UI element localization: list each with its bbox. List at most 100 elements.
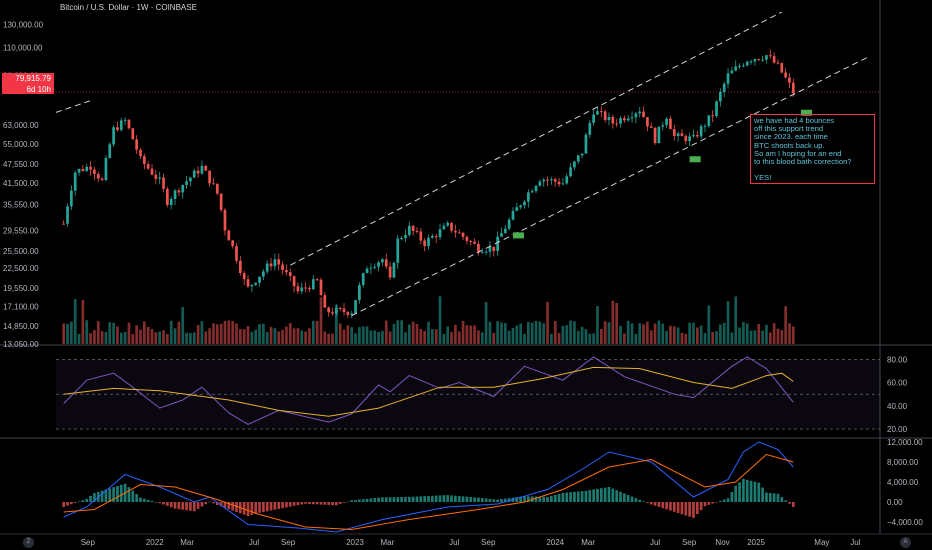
candle-body — [285, 269, 288, 273]
candle-body — [576, 155, 580, 162]
macd-histogram-bar — [454, 495, 457, 502]
candle-body — [427, 237, 430, 247]
volume-bar — [703, 333, 707, 344]
candle-body — [454, 230, 457, 233]
candle-body — [527, 192, 530, 202]
candle-body — [93, 169, 96, 175]
macd-histogram-bar — [734, 485, 738, 502]
macd-histogram-bar — [722, 499, 726, 502]
macd-histogram-bar — [665, 502, 668, 510]
macd-histogram-bar — [369, 498, 373, 502]
candle-body — [104, 157, 108, 181]
candle-body — [258, 276, 261, 283]
volume-bar — [446, 326, 450, 344]
macd-histogram-bar — [166, 502, 169, 506]
candle-body — [204, 165, 208, 171]
time-axis-label: Sep — [682, 538, 697, 547]
volume-bar — [503, 322, 507, 344]
candle-body — [135, 139, 138, 150]
macd-histogram-bar — [603, 487, 607, 502]
macd-histogram-bar — [738, 482, 741, 502]
candle-body — [231, 240, 234, 247]
candle-body — [669, 118, 672, 130]
candle-body — [119, 120, 123, 131]
candle-body — [649, 126, 653, 128]
volume-bar — [338, 323, 342, 344]
volume-bar — [669, 325, 672, 344]
candle-body — [81, 169, 85, 172]
macd-histogram-bar — [465, 496, 469, 502]
volume-bar — [745, 323, 749, 344]
volume-bar — [423, 330, 427, 344]
candle-body — [262, 271, 265, 277]
volume-bar — [672, 326, 676, 344]
macd-histogram-bar — [296, 502, 300, 506]
volume-bar — [166, 333, 169, 344]
macd-tick-label: 0.00 — [887, 498, 903, 507]
candle-body — [158, 177, 162, 179]
macd-histogram-bar — [450, 495, 453, 502]
macd-histogram-bar — [112, 487, 115, 502]
time-axis-label: 2022 — [146, 538, 164, 547]
volume-bar — [185, 332, 188, 344]
candle-body — [304, 287, 307, 289]
volume-bar — [73, 299, 77, 344]
volume-bar — [776, 328, 780, 344]
macd-histogram-bar — [599, 488, 603, 502]
volume-bar — [358, 327, 361, 344]
volume-bar — [699, 325, 703, 344]
volume-bar — [116, 326, 119, 344]
auto-scale-button[interactable]: A — [900, 537, 911, 548]
candle-body — [742, 65, 745, 67]
candle-body — [373, 266, 377, 268]
macd-histogram-bar — [404, 496, 407, 502]
volume-bar — [400, 320, 403, 344]
candle-body — [381, 259, 384, 263]
candle-body — [500, 233, 503, 237]
candle-body — [185, 181, 188, 186]
macd-histogram-bar — [461, 496, 465, 502]
macd-histogram-bar — [791, 502, 795, 507]
candle-body — [523, 201, 526, 206]
macd-histogram-bar — [135, 494, 138, 502]
volume-bar — [473, 325, 476, 344]
macd-histogram-bar — [258, 502, 261, 513]
candle-body — [457, 232, 461, 234]
candle-body — [438, 229, 442, 238]
volume-bar — [104, 332, 108, 344]
volume-bar — [62, 323, 66, 344]
macd-histogram-bar — [308, 502, 311, 504]
volume-bar — [112, 322, 115, 344]
candle-body — [73, 172, 77, 191]
candle-body — [553, 179, 557, 182]
price-tick-label: 47,550.00 — [3, 160, 39, 169]
volume-bar — [784, 306, 787, 344]
candle-body — [768, 55, 772, 57]
macd-histogram-bar — [538, 496, 542, 502]
candle-body — [334, 308, 338, 314]
volume-bar — [588, 333, 592, 344]
timezone-button[interactable]: Z — [23, 537, 34, 548]
price-tick-label: 29,550.00 — [3, 226, 39, 235]
volume-bar — [580, 326, 584, 344]
macd-histogram-bar — [212, 502, 215, 504]
volume-bar — [246, 326, 250, 344]
volume-bar — [434, 329, 438, 344]
macd-histogram-bar — [169, 502, 173, 508]
macd-histogram-bar — [780, 497, 784, 502]
price-tick-label: 63,000.00 — [3, 121, 39, 130]
volume-bar — [730, 332, 734, 344]
candle-body — [484, 251, 488, 253]
macd-histogram-bar — [323, 502, 327, 505]
candle-body — [411, 225, 415, 232]
macd-histogram-bar — [503, 498, 507, 502]
candle-body — [215, 183, 219, 194]
macd-histogram-bar — [768, 492, 772, 502]
macd-histogram-bar — [557, 494, 561, 502]
macd-histogram-bar — [365, 498, 369, 502]
candle-body — [354, 300, 357, 314]
rsi-tick-label: 40.00 — [887, 402, 908, 411]
candle-body — [488, 246, 492, 252]
macd-histogram-bar — [177, 502, 181, 510]
